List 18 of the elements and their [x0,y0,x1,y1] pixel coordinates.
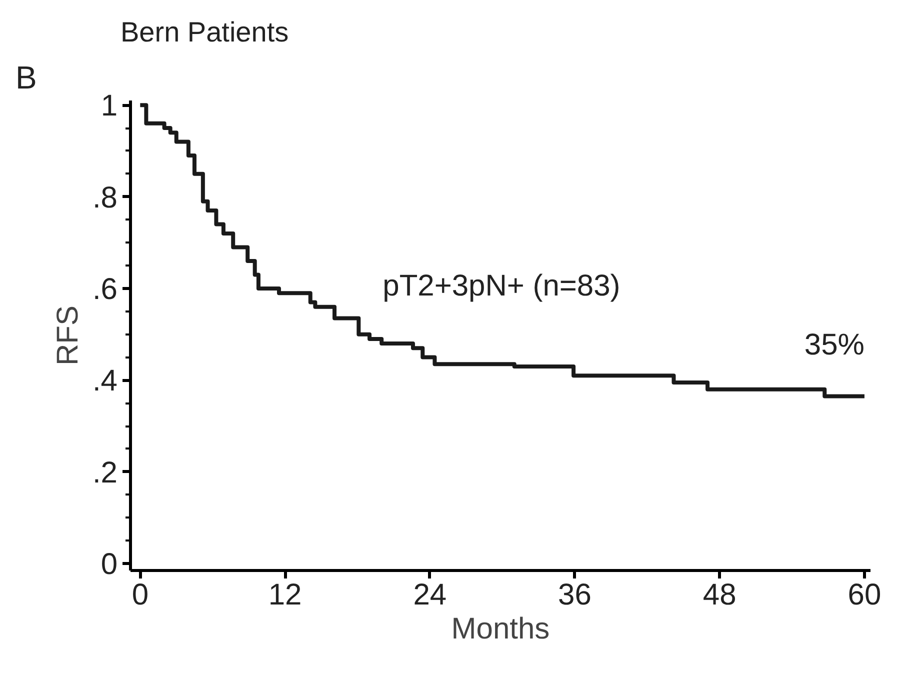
x-tick-label: 48 [702,578,736,612]
y-axis-title: RFS [51,306,84,366]
text: B [16,60,37,96]
y-tick-label: 1 [100,90,118,123]
x-tick-label: 36 [558,578,592,612]
y-tick-label: .6 [92,273,118,306]
chart-title: Bern Patients [120,16,289,48]
x-tick-label: 60 [848,578,882,612]
y-tick-label: .4 [92,364,118,398]
y-tick-label: .8 [92,181,118,214]
y-tick-label: .2 [92,456,118,490]
x-tick-label: 24 [413,578,447,612]
x-tick-label: 12 [268,578,302,612]
annotation: 35% [804,328,864,362]
series-label: pT2+3pN+ (n=83) [382,269,620,302]
y-tick-label: 0 [100,548,118,582]
x-tick-label: 0 [132,578,149,612]
x-axis-title: Months [451,612,550,646]
